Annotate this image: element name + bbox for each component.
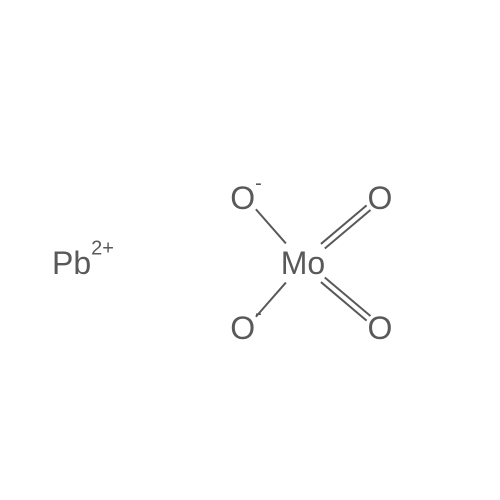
atoms: Pb2+MoO-O-OO (52, 173, 392, 346)
charge-pb: 2+ (91, 238, 114, 260)
bond-double (325, 210, 371, 249)
bond-double (321, 282, 367, 321)
bond-single (256, 209, 286, 243)
atom-pb: Pb2+ (52, 238, 114, 281)
atom-o4: O (368, 310, 393, 346)
chemical-structure: Pb2+MoO-O-OO (0, 0, 500, 500)
bond-double (321, 205, 367, 244)
atom-o2: O- (230, 303, 262, 346)
atom-mo: Mo (281, 245, 325, 281)
charge-o1: - (255, 173, 262, 195)
atom-o3: O (368, 180, 393, 216)
bond-double (325, 277, 371, 316)
charge-o2: - (255, 303, 262, 325)
